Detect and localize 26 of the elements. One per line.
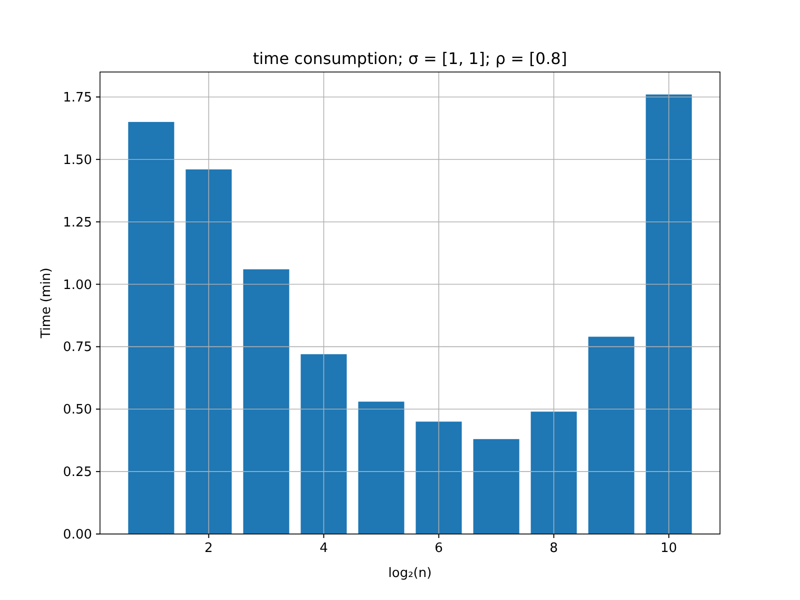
x-tick-label: 4 [320,541,328,556]
chart-title: time consumption; σ = [1, 1]; ρ = [0.8] [252,49,568,68]
x-tick-label: 8 [550,541,558,556]
x-axis-title: log₂(n) [388,566,432,581]
bar [530,412,577,534]
x-tick-label: 2 [204,541,213,556]
bar [646,94,692,534]
bar [243,269,290,534]
bar [416,422,462,534]
x-tick-label: 6 [434,541,443,556]
bar [358,402,404,534]
bar [473,439,520,534]
bar [588,336,634,534]
y-axis-title: Time (min) [39,268,54,340]
y-tick-label: 1.50 [63,152,92,168]
bar [186,169,232,534]
bar [300,354,347,534]
y-tick-label: 0.00 [63,528,92,542]
y-tick-label: 0.75 [63,340,92,356]
bar [128,122,174,534]
y-tick-label: 1.75 [63,90,92,106]
y-tick-label: 1.00 [63,278,92,293]
x-tick-label: 10 [660,541,678,556]
y-tick-label: 0.25 [63,465,92,480]
y-tick-label: 1.25 [63,215,92,230]
y-tick-label: 0.50 [63,402,92,418]
